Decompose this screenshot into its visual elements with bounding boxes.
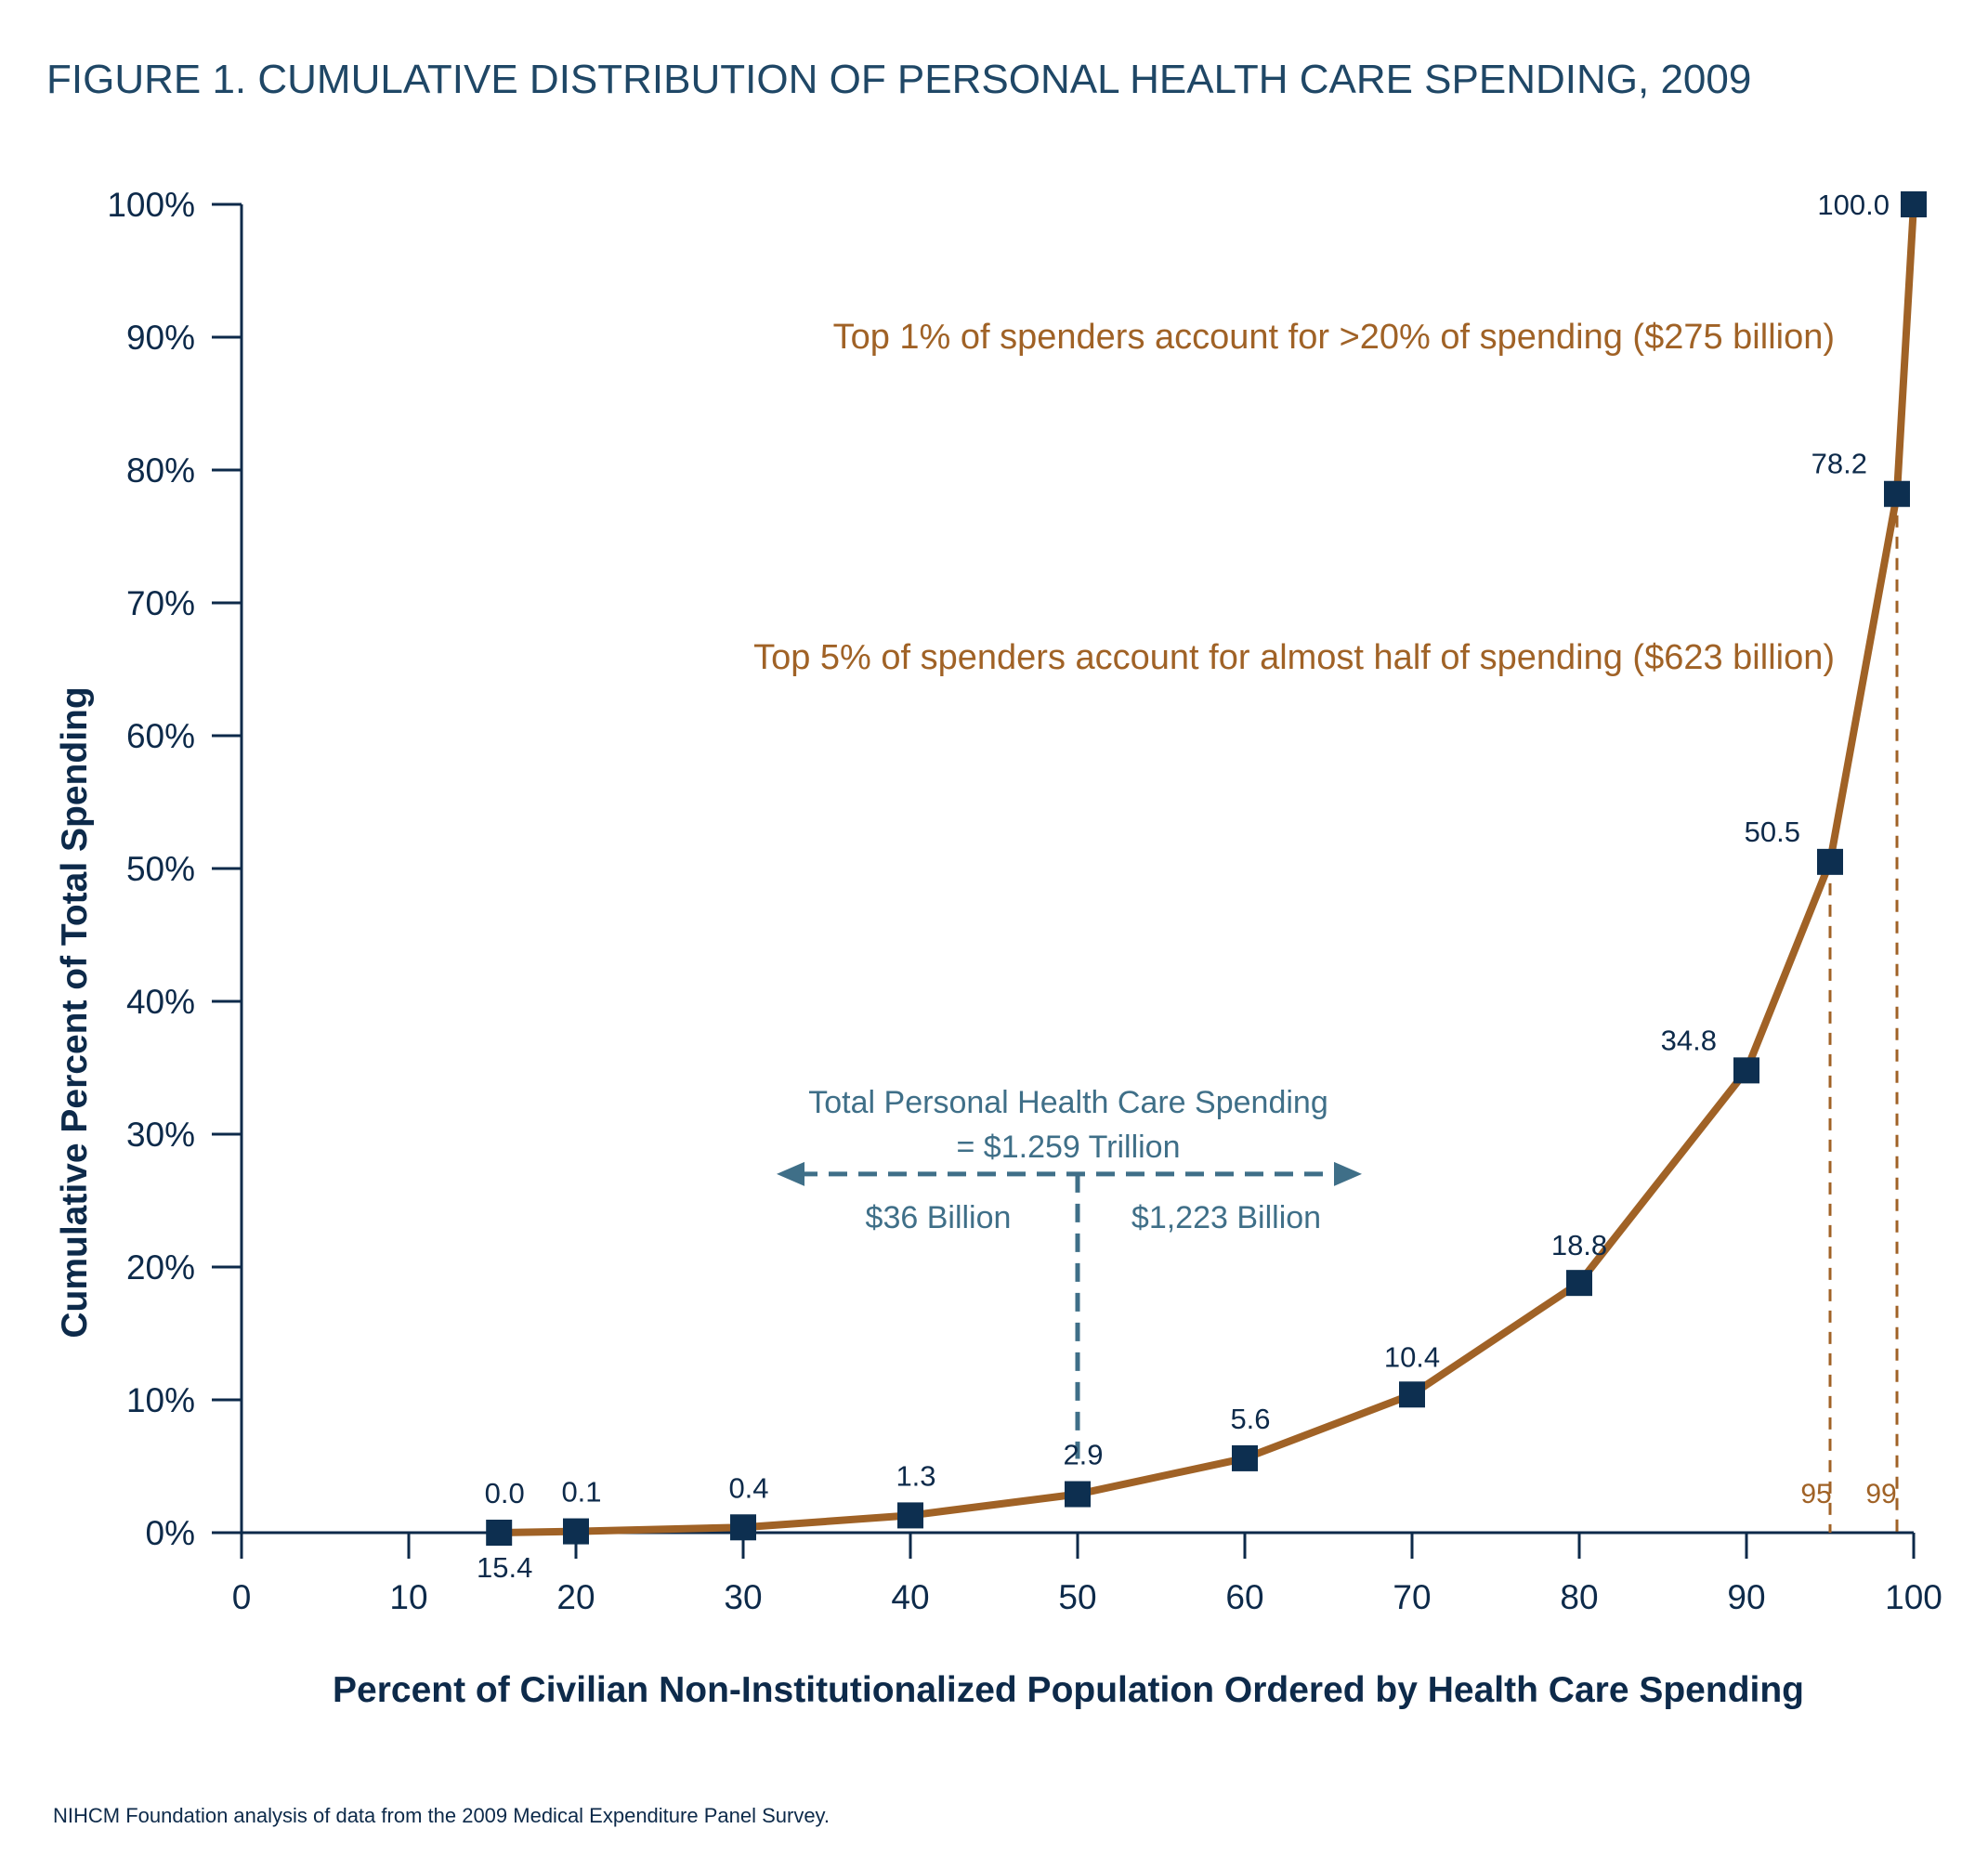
x-tick-label: 90 [1727,1578,1765,1616]
annotation-right-split: $1,223 Billion [1131,1200,1321,1235]
annotation-left-split: $36 Billion [866,1200,1012,1235]
reference-lines [1075,493,1899,1533]
chart-title: FIGURE 1. CUMULATIVE DISTRIBUTION OF PER… [46,57,1751,102]
annotation-top5: Top 5% of spenders account for almost ha… [753,638,1835,677]
split-arrow-left-head [777,1161,804,1186]
annotation-total-line2: = $1.259 Trillion [957,1130,1181,1165]
y-tick-label: 60% [126,717,195,755]
series-line-group [499,203,1917,1536]
data-point-marker [730,1514,756,1541]
x-tick-label: 70 [1393,1578,1431,1616]
y-tick-label: 40% [126,983,195,1021]
data-point-label: 10.4 [1384,1340,1440,1373]
y-tick-label: 80% [126,451,195,490]
reference-label-99: 99 [1865,1479,1896,1509]
annotation-total-line1: Total Personal Health Care Spending [808,1085,1328,1120]
data-point-label: 1.3 [896,1459,935,1492]
y-tick-label: 70% [126,584,195,622]
x-tick-label: 0 [232,1578,252,1616]
y-tick-label: 0% [146,1514,195,1552]
data-point-marker [1733,1057,1759,1084]
annotation-top1: Top 1% of spenders account for >20% of s… [833,318,1835,357]
x-tick-label: 10 [389,1578,427,1616]
data-point-marker [1232,1444,1258,1471]
x-axis-title: Percent of Civilian Non-Institutionalize… [333,1670,1804,1710]
data-point-marker [1884,480,1910,507]
axes: 0% 10% 20% 30% 40% 50% 60% 70% 80% 90% 100% 0 10 20 30… [107,186,1942,1616]
x-tick-label: 30 [724,1578,762,1616]
data-point-label: 78.2 [1811,448,1867,480]
point-labels: 0.0 0.1 0.4 1.3 2.9 5.6 10.4 18.8 34.8 50.5 78.2 10… [477,189,1890,1584]
data-point-label: 2.9 [1063,1439,1103,1471]
series-line [499,203,1917,1536]
data-point-marker [1566,1270,1592,1297]
source-note: NIHCM Foundation analysis of data from t… [53,1804,830,1827]
data-point-marker [1901,191,1927,217]
data-point-label: 5.6 [1230,1403,1270,1435]
x-tick-label: 80 [1560,1578,1598,1616]
data-point-label: 18.8 [1551,1229,1607,1261]
x-start-label: 15.4 [477,1551,532,1584]
data-point-marker [1065,1481,1091,1508]
y-tick-label: 100% [107,186,195,224]
data-point-label: 34.8 [1661,1024,1717,1056]
x-tick-label: 60 [1225,1578,1263,1616]
y-axis-title: Cumulative Percent of Total Spending [55,686,95,1338]
y-tick-label: 20% [126,1248,195,1287]
reference-label-95: 95 [1800,1479,1831,1509]
data-point-marker [1817,848,1843,875]
markers [486,191,1927,1546]
x-tick-label: 50 [1058,1578,1096,1616]
split-arrow [777,1161,1362,1186]
data-point-label: 0.4 [728,1471,768,1504]
data-point-marker [1399,1381,1425,1408]
y-tick-label: 10% [126,1381,195,1419]
data-point-label: 50.5 [1745,816,1800,848]
x-tick-label: 20 [556,1578,595,1616]
x-tick-label: 100 [1885,1578,1942,1616]
split-arrow-right-head [1334,1161,1362,1186]
x-tick-label: 40 [891,1578,929,1616]
data-point-label: 100.0 [1817,189,1890,221]
data-point-label: 0.0 [485,1477,525,1509]
y-tick-label: 50% [126,850,195,888]
data-point-marker [486,1520,513,1546]
y-tick-label: 90% [126,319,195,357]
data-point-marker [897,1502,923,1529]
data-point-marker [563,1518,589,1545]
data-point-label: 0.1 [561,1476,601,1509]
y-tick-label: 30% [126,1116,195,1154]
